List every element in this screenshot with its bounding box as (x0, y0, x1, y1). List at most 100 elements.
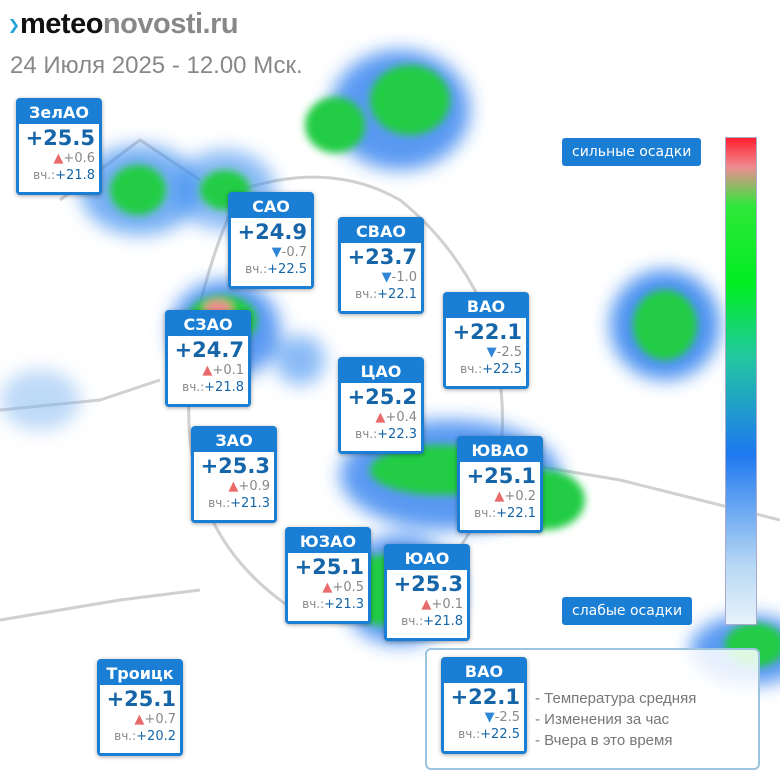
temperature: +25.3 (393, 572, 463, 596)
temperature: +25.2 (347, 385, 417, 409)
district-card[interactable]: ЗелАО +25.5 ▲+0.6 вч.:+21.8 (16, 98, 102, 195)
yesterday-value: +22.3 (377, 427, 417, 442)
logo-chevron-icon (10, 19, 18, 33)
scale-bottom-label: слабые осадки (562, 597, 693, 625)
card-body: +22.1 ▼-2.5 вч.:+22.5 (444, 683, 524, 751)
triangle-up-icon: ▲ (202, 363, 213, 378)
district-card[interactable]: ЮВАО +25.1 ▲+0.2 вч.:+22.1 (457, 436, 543, 533)
precipitation-colorbar (725, 137, 757, 625)
yesterday-value: +22.5 (267, 262, 307, 277)
district-name: ЦАО (360, 362, 402, 381)
card-body: +25.5 ▲+0.6 вч.:+21.8 (19, 124, 99, 192)
district-card[interactable]: ЮАО +25.3 ▲+0.1 вч.:+21.8 (384, 544, 470, 641)
district-card[interactable]: ВАО +22.1 ▼-2.5 вч.:+22.5 (443, 292, 529, 389)
hourly-change: ▲+0.1 (170, 362, 244, 379)
temperature: +25.1 (294, 555, 364, 579)
change-value: +0.1 (431, 597, 463, 612)
district-name: ЗАО (215, 431, 253, 450)
temperature: +25.1 (106, 687, 176, 711)
district-name: СВАО (356, 222, 406, 241)
district-name: ВАО (466, 297, 506, 316)
legend-line: - Температура средняя (535, 690, 697, 707)
yesterday-value: +21.8 (423, 614, 463, 629)
hourly-change: ▼-0.7 (233, 244, 307, 261)
yesterday-prefix: вч.: (458, 727, 481, 741)
triangle-up-icon: ▲ (53, 151, 64, 166)
triangle-down-icon: ▼ (486, 345, 497, 360)
change-value: -2.5 (496, 345, 522, 360)
card-body: +25.1 ▲+0.5 вч.:+21.3 (288, 553, 368, 621)
district-card[interactable]: ЗАО +25.3 ▲+0.9 вч.:+21.3 (191, 426, 277, 523)
yesterday-prefix: вч.: (401, 614, 424, 628)
legend-text: - Температура средняя - Изменения за час… (535, 688, 696, 751)
district-card[interactable]: Троицк +25.1 ▲+0.7 вч.:+20.2 (97, 659, 183, 756)
yesterday-temp: вч.:+22.5 (233, 261, 307, 278)
yesterday-prefix: вч.: (355, 427, 378, 441)
site-logo[interactable]: meteonovosti.ru (10, 8, 239, 41)
yesterday-temp: вч.:+22.5 (448, 361, 522, 378)
district-name: ЮЗАО (299, 532, 357, 551)
yesterday-temp: вч.:+21.8 (170, 379, 244, 396)
triangle-up-icon: ▲ (375, 410, 386, 425)
hourly-change: ▼-2.5 (446, 709, 520, 726)
yesterday-value: +22.5 (482, 362, 522, 377)
yesterday-temp: вч.:+22.5 (446, 726, 520, 743)
temperature: +25.5 (25, 126, 95, 150)
triangle-up-icon: ▲ (228, 479, 239, 494)
district-name: ЗелАО (29, 103, 89, 122)
change-value: +0.7 (144, 712, 176, 727)
yesterday-value: +22.1 (377, 287, 417, 302)
hourly-change: ▲+0.5 (290, 579, 364, 596)
change-value: +0.1 (212, 363, 244, 378)
yesterday-temp: вч.:+22.1 (462, 505, 536, 522)
district-card[interactable]: СВАО +23.7 ▼-1.0 вч.:+22.1 (338, 217, 424, 314)
district-card[interactable]: ЮЗАО +25.1 ▲+0.5 вч.:+21.3 (285, 527, 371, 624)
yesterday-prefix: вч.: (114, 729, 137, 743)
legend-sample-card[interactable]: ВАО +22.1 ▼-2.5 вч.:+22.5 (441, 657, 527, 754)
yesterday-value: +20.2 (136, 729, 176, 744)
district-name: ЮАО (404, 549, 450, 568)
district-card[interactable]: САО +24.9 ▼-0.7 вч.:+22.5 (228, 192, 314, 289)
hourly-change: ▲+0.7 (102, 711, 176, 728)
triangle-down-icon: ▼ (271, 245, 282, 260)
hourly-change: ▼-1.0 (343, 269, 417, 286)
card-body: +25.2 ▲+0.4 вч.:+22.3 (341, 383, 421, 451)
temperature: +25.1 (466, 464, 536, 488)
yesterday-temp: вч.:+21.8 (389, 613, 463, 630)
change-value: -2.5 (494, 710, 520, 725)
card-body: +24.7 ▲+0.1 вч.:+21.8 (168, 336, 248, 404)
hourly-change: ▲+0.9 (196, 478, 270, 495)
legend-line: - Изменения за час (535, 711, 670, 728)
temperature: +22.1 (450, 685, 520, 709)
yesterday-value: +21.8 (204, 380, 244, 395)
hourly-change: ▲+0.4 (343, 409, 417, 426)
yesterday-value: +21.8 (55, 168, 95, 183)
yesterday-prefix: вч.: (474, 506, 497, 520)
yesterday-temp: вч.:+21.3 (290, 596, 364, 613)
scale-top-label: сильные осадки (562, 138, 702, 166)
yesterday-prefix: вч.: (460, 362, 483, 376)
yesterday-prefix: вч.: (208, 496, 231, 510)
change-value: +0.6 (63, 151, 95, 166)
yesterday-value: +22.1 (496, 506, 536, 521)
district-name: Троицк (106, 664, 174, 683)
change-value: -1.0 (391, 270, 417, 285)
card-body: +24.9 ▼-0.7 вч.:+22.5 (231, 218, 311, 286)
hourly-change: ▼-2.5 (448, 344, 522, 361)
district-card[interactable]: ЦАО +25.2 ▲+0.4 вч.:+22.3 (338, 357, 424, 454)
district-name: ЮВАО (471, 441, 529, 460)
change-value: +0.2 (504, 489, 536, 504)
district-card[interactable]: СЗАО +24.7 ▲+0.1 вч.:+21.8 (165, 310, 251, 407)
yesterday-temp: вч.:+20.2 (102, 728, 176, 745)
yesterday-temp: вч.:+22.1 (343, 286, 417, 303)
triangle-up-icon: ▲ (421, 597, 432, 612)
card-body: +22.1 ▼-2.5 вч.:+22.5 (446, 318, 526, 386)
yesterday-value: +21.3 (324, 597, 364, 612)
hourly-change: ▲+0.6 (21, 150, 95, 167)
triangle-up-icon: ▲ (322, 580, 333, 595)
legend-line: - Вчера в это время (535, 732, 673, 749)
yesterday-value: +21.3 (230, 496, 270, 511)
yesterday-prefix: вч.: (302, 597, 325, 611)
yesterday-temp: вч.:+22.3 (343, 426, 417, 443)
triangle-up-icon: ▲ (134, 712, 145, 727)
